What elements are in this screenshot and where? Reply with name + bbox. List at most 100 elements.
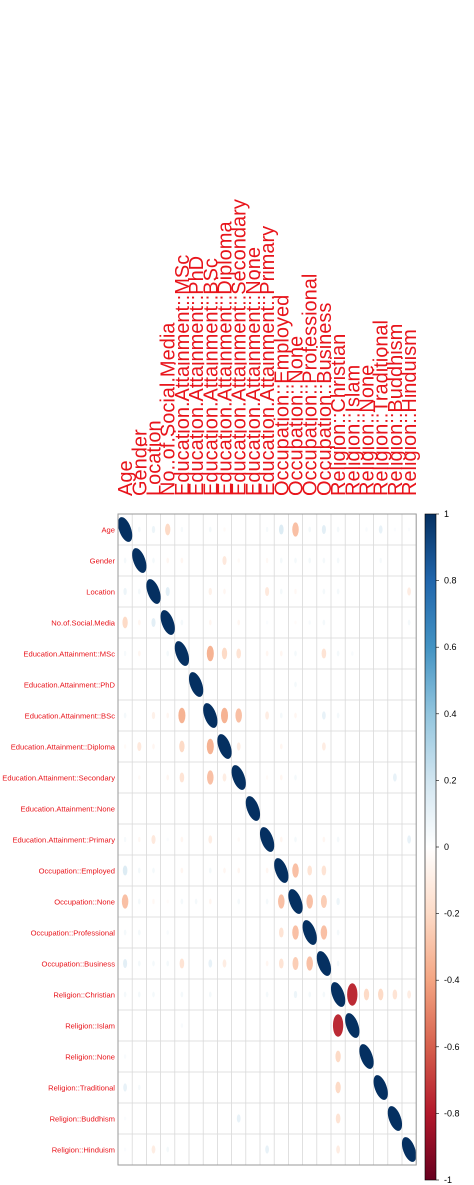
correlation-cell	[265, 526, 269, 533]
colorbar-tick-label: -0.4	[444, 975, 460, 985]
correlation-cell	[137, 526, 141, 533]
correlation-cell	[152, 898, 155, 905]
correlation-cell	[152, 867, 155, 874]
correlation-cell	[279, 650, 283, 657]
correlation-cell	[237, 558, 240, 563]
correlation-cell	[152, 960, 155, 967]
correlation-cell	[138, 775, 141, 780]
correlation-cell	[294, 620, 297, 625]
colorbar-tick-label: -0.6	[444, 1042, 460, 1052]
matrix-grid	[117, 513, 417, 1166]
correlation-cell	[322, 711, 326, 720]
correlation-cell	[335, 1113, 341, 1124]
correlation-cell	[294, 557, 297, 564]
row-label: Religion::Buddhism	[50, 1115, 115, 1124]
correlation-cell	[138, 1084, 141, 1091]
correlation-cell	[123, 1147, 127, 1152]
matrix-frame	[117, 513, 417, 1166]
correlation-cell	[123, 1116, 127, 1121]
correlation-cell	[308, 557, 312, 564]
row-label: Education.Attainment::Diploma	[11, 743, 116, 752]
correlation-cell	[294, 650, 297, 657]
correlation-cell	[288, 889, 303, 914]
correlation-cell	[265, 557, 269, 564]
correlation-cell	[294, 836, 297, 843]
colorbar-tick-label: 1	[444, 509, 449, 519]
correlation-cell	[174, 641, 190, 666]
correlation-cell	[237, 837, 240, 842]
correlation-cell	[322, 588, 326, 595]
correlation-cell	[217, 734, 232, 759]
correlation-cell	[335, 1081, 341, 1094]
correlation-cell	[208, 587, 212, 596]
correlation-cell	[336, 897, 340, 906]
correlation-cell	[123, 1083, 127, 1092]
correlation-cell	[231, 765, 246, 790]
correlation-cell	[179, 740, 185, 753]
correlation-cell	[137, 741, 142, 752]
correlation-cell	[302, 920, 317, 945]
correlation-cell	[180, 619, 184, 626]
colorbar: 1 0.8 0.6 0.4 0.2 0 -0.2 -0.4 -0.6 -0.8 -1	[424, 509, 460, 1185]
correlation-cell	[121, 894, 129, 909]
column-label: Education.Attainment::Primary	[257, 226, 279, 496]
column-label: Education.Attainment::None	[243, 247, 265, 496]
correlation-cell	[407, 587, 411, 596]
correlation-cell	[308, 526, 312, 533]
correlation-cell	[279, 774, 283, 781]
correlation-cell	[137, 898, 141, 905]
correlation-cell	[223, 588, 226, 595]
correlation-cell	[336, 960, 340, 967]
correlation-cell	[180, 526, 184, 533]
row-label: Occupation::Business	[42, 960, 116, 969]
correlation-cell	[265, 898, 269, 905]
colorbar-tick-label: 0	[444, 842, 449, 852]
correlation-cell	[137, 867, 141, 874]
column-label: Occupation::Professional	[300, 274, 322, 496]
column-label: Occupation::Business	[314, 303, 336, 496]
column-labels: AgeGenderLocationNo..of.Social.MediaEduc…	[115, 199, 421, 496]
correlation-cell	[132, 548, 147, 573]
correlation-cell	[292, 522, 299, 537]
correlation-cell	[279, 712, 283, 719]
colorbar-gradient	[424, 513, 437, 1181]
correlation-cell	[293, 990, 298, 999]
correlation-cell	[123, 650, 127, 657]
correlation-cell	[222, 555, 227, 566]
correlation-cell	[265, 650, 269, 657]
row-label: Education.Attainment::Primary	[12, 836, 115, 845]
correlation-cell	[279, 588, 283, 595]
colorbar-tick-label: 0.2	[444, 775, 457, 785]
correlation-cell	[292, 863, 299, 878]
correlation-cell	[179, 958, 185, 969]
correlation-cell	[221, 647, 228, 660]
correlation-cell	[166, 774, 170, 781]
correlation-cell	[407, 619, 411, 626]
row-label: Education.Attainment::PhD	[24, 681, 116, 690]
column-label: Age	[115, 460, 137, 496]
correlation-cell	[123, 836, 127, 843]
correlation-cell	[223, 527, 226, 532]
correlation-cell	[379, 557, 382, 564]
row-label: Location	[86, 588, 115, 597]
correlation-cell	[137, 619, 141, 626]
correlation-cell	[321, 524, 326, 535]
correlation-cell	[278, 894, 285, 909]
correlation-cell	[208, 959, 213, 968]
correlation-cell	[207, 770, 214, 785]
correlation-cell	[194, 898, 198, 905]
correlation-cell	[387, 1106, 403, 1131]
correlation-cell	[117, 517, 133, 542]
correlation-cell	[208, 835, 213, 844]
correlation-cell	[151, 711, 156, 720]
colorbar-tick-label: -0.2	[444, 909, 460, 919]
correlation-cell	[151, 617, 156, 628]
correlation-cell	[166, 960, 170, 967]
correlation-cell	[294, 774, 297, 781]
correlation-cell	[407, 527, 411, 532]
correlation-cell	[208, 526, 212, 533]
correlation-cell	[206, 738, 214, 755]
correlation-cell	[245, 796, 261, 821]
row-label: Occupation::None	[54, 898, 115, 907]
